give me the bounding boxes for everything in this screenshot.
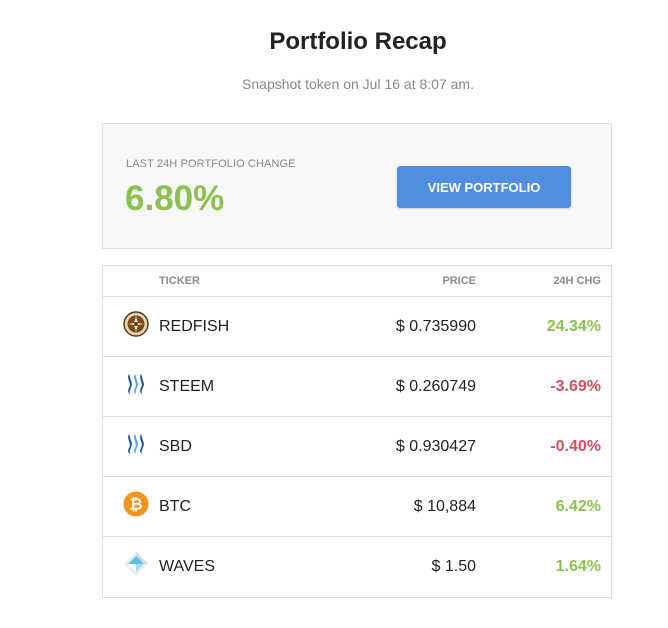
- table-row: WAVES $ 1.50 1.64%: [103, 537, 611, 597]
- ticker-change: -0.40%: [550, 438, 601, 455]
- page-title: Portfolio Recap: [269, 28, 447, 55]
- ticker-price: $ 10,884: [413, 498, 476, 515]
- table-header: TICKER PRICE 24H CHG: [103, 266, 611, 297]
- ticker-change: -3.69%: [550, 378, 601, 395]
- portfolio-summary-card: LAST 24H PORTFOLIO CHANGE 6.80% VIEW POR…: [102, 123, 612, 249]
- table-row: ₿ BTC $ 10,884 6.42%: [103, 477, 611, 537]
- ticker-change: 1.64%: [555, 558, 601, 575]
- sbd-logo-icon: [123, 431, 149, 457]
- table-row: STEEM $ 0.260749 -3.69%: [103, 357, 611, 417]
- ticker-symbol: BTC: [159, 498, 191, 515]
- ticker-price: $ 1.50: [431, 558, 476, 575]
- redfish-logo-icon: [123, 311, 149, 337]
- svg-text:₿: ₿: [129, 495, 142, 514]
- steem-logo-icon: [123, 371, 149, 397]
- column-header-ticker: TICKER: [159, 275, 200, 287]
- ticker-symbol: WAVES: [159, 558, 216, 575]
- ticker-symbol: REDFISH: [159, 318, 230, 335]
- ticker-symbol: STEEM: [159, 378, 215, 395]
- portfolio-table: TICKER PRICE 24H CHG REDFISH $ 0.735990 …: [102, 265, 612, 598]
- ticker-symbol: SBD: [159, 438, 192, 455]
- ticker-change: 6.42%: [555, 498, 601, 515]
- bitcoin-logo-icon: ₿: [123, 491, 149, 517]
- column-header-change: 24H CHG: [553, 275, 601, 287]
- table-row: REDFISH $ 0.735990 24.34%: [103, 297, 611, 357]
- snapshot-timestamp: Snapshot token on Jul 16 at 8:07 am.: [242, 76, 474, 92]
- portfolio-change-value: 6.80%: [125, 179, 225, 218]
- waves-logo-icon: [123, 551, 149, 577]
- ticker-price: $ 0.930427: [395, 438, 476, 455]
- ticker-price: $ 0.260749: [395, 378, 476, 395]
- ticker-change: 24.34%: [546, 318, 601, 335]
- table-row: SBD $ 0.930427 -0.40%: [103, 417, 611, 477]
- column-header-price: PRICE: [442, 275, 476, 287]
- portfolio-change-label: LAST 24H PORTFOLIO CHANGE: [126, 158, 296, 170]
- view-portfolio-button[interactable]: VIEW PORTFOLIO: [397, 166, 571, 208]
- ticker-price: $ 0.735990: [395, 318, 476, 335]
